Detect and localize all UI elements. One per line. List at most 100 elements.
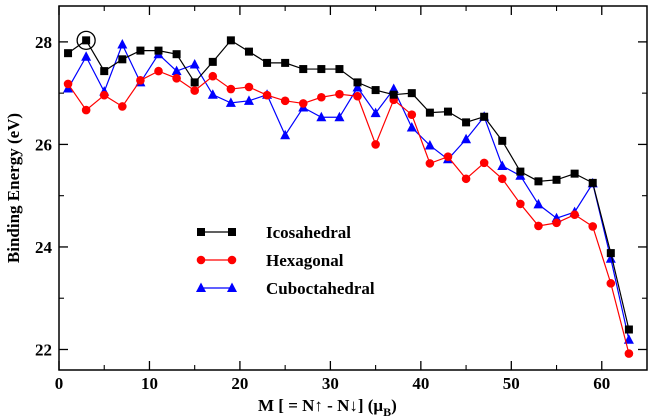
point-cuboctahedral-25 <box>280 129 291 140</box>
point-cuboctahedral-41 <box>424 139 435 150</box>
legend-marker-icosahedral-left <box>197 228 205 236</box>
point-icosahedral-47 <box>480 112 489 121</box>
point-cuboctahedral-63 <box>623 334 634 344</box>
point-hexagonal-19 <box>226 84 236 94</box>
point-icosahedral-53 <box>534 177 543 186</box>
point-hexagonal-17 <box>208 71 218 81</box>
point-hexagonal-29 <box>317 92 326 102</box>
point-icosahedral-43 <box>443 107 452 116</box>
point-icosahedral-31 <box>335 65 344 74</box>
point-icosahedral-39 <box>407 89 416 98</box>
point-icosahedral-13 <box>172 50 181 59</box>
y-tick-label-28: 28 <box>35 33 52 52</box>
point-cuboctahedral-39 <box>406 122 417 132</box>
point-icosahedral-41 <box>425 108 434 117</box>
point-hexagonal-57 <box>570 210 579 219</box>
point-icosahedral-63 <box>624 325 633 334</box>
point-hexagonal-15 <box>190 86 199 95</box>
legend-label-hexagonal: Hexagonal <box>266 251 344 270</box>
point-icosahedral-45 <box>462 118 471 127</box>
x-tick-label-40: 40 <box>412 374 429 393</box>
point-icosahedral-29 <box>317 65 326 74</box>
point-icosahedral-51 <box>516 167 525 176</box>
point-hexagonal-21 <box>244 82 254 92</box>
point-hexagonal-47 <box>479 158 489 168</box>
point-hexagonal-9 <box>136 76 145 85</box>
point-hexagonal-33 <box>353 91 362 101</box>
point-cuboctahedral-21 <box>243 95 254 105</box>
legend-marker-icosahedral-right <box>228 228 236 236</box>
x-axis-label-main: M [ = N↑ - N↓] (μ <box>258 396 383 415</box>
point-hexagonal-35 <box>371 140 380 149</box>
legend-marker-hexagonal-right <box>227 255 237 265</box>
point-icosahedral-15 <box>190 78 199 87</box>
series-cuboctahedral <box>63 38 634 344</box>
point-hexagonal-41 <box>425 159 435 168</box>
point-icosahedral-25 <box>281 58 290 67</box>
series-icosahedral <box>64 36 633 334</box>
x-tick-label-30: 30 <box>322 374 339 393</box>
point-hexagonal-53 <box>534 221 543 231</box>
point-hexagonal-25 <box>280 96 290 106</box>
point-icosahedral-1 <box>64 49 73 58</box>
point-icosahedral-61 <box>606 249 615 258</box>
point-icosahedral-57 <box>570 169 579 178</box>
legend-marker-cuboctahedral-left <box>196 282 206 292</box>
point-hexagonal-27 <box>298 99 308 108</box>
point-icosahedral-33 <box>353 78 362 87</box>
point-hexagonal-45 <box>461 174 471 184</box>
point-icosahedral-17 <box>208 57 217 66</box>
x-tick-label-50: 50 <box>503 374 520 393</box>
highlight-circle <box>76 30 96 50</box>
legend-marker-hexagonal-left <box>196 255 206 265</box>
series-line-hexagonal <box>67 70 630 354</box>
y-tick-label-26: 26 <box>35 135 52 154</box>
axis-ticks: 0 10 20 30 40 50 60 22 24 26 28 <box>35 6 647 393</box>
point-hexagonal-31 <box>335 89 344 99</box>
point-icosahedral-5 <box>100 67 109 76</box>
point-cuboctahedral-31 <box>334 111 345 122</box>
point-cuboctahedral-35 <box>370 107 381 118</box>
point-icosahedral-7 <box>118 55 127 64</box>
legend-label-icosahedral: Icosahedral <box>266 223 351 242</box>
point-cuboctahedral-49 <box>497 160 508 170</box>
point-icosahedral-37 <box>389 90 398 99</box>
point-cuboctahedral-7 <box>117 38 128 49</box>
point-hexagonal-3 <box>81 105 91 115</box>
point-icosahedral-3 <box>82 36 91 45</box>
point-icosahedral-19 <box>226 36 235 45</box>
point-cuboctahedral-61 <box>605 253 616 263</box>
x-axis-label: M [ = N↑ - N↓] (μB) <box>258 396 397 419</box>
y-tick-label-22: 22 <box>35 340 52 359</box>
point-cuboctahedral-13 <box>171 65 182 76</box>
point-icosahedral-23 <box>263 58 272 67</box>
x-tick-label-0: 0 <box>55 374 64 393</box>
point-hexagonal-7 <box>118 102 127 111</box>
point-hexagonal-11 <box>154 66 163 76</box>
point-icosahedral-59 <box>588 178 597 187</box>
x-tick-label-60: 60 <box>593 374 610 393</box>
point-cuboctahedral-33 <box>352 82 363 92</box>
point-hexagonal-63 <box>624 349 634 358</box>
point-hexagonal-13 <box>172 73 181 83</box>
point-hexagonal-1 <box>63 79 73 89</box>
point-cuboctahedral-45 <box>461 133 472 144</box>
y-axis-label: Binding Energy (eV) <box>4 113 23 263</box>
y-tick-label-24: 24 <box>35 238 53 257</box>
series-hexagonal <box>63 66 634 358</box>
point-hexagonal-23 <box>262 90 272 100</box>
point-cuboctahedral-53 <box>533 198 544 209</box>
point-icosahedral-27 <box>299 65 308 74</box>
x-tick-label-20: 20 <box>231 374 248 393</box>
point-hexagonal-51 <box>516 199 525 209</box>
point-hexagonal-43 <box>443 152 453 162</box>
point-cuboctahedral-37 <box>388 83 399 94</box>
point-hexagonal-59 <box>588 222 598 231</box>
point-hexagonal-5 <box>99 90 109 100</box>
legend: Icosahedral Hexagonal Cuboctahedral <box>196 223 375 298</box>
point-cuboctahedral-17 <box>207 89 218 99</box>
x-tick-label-10: 10 <box>141 374 158 393</box>
point-cuboctahedral-15 <box>189 58 200 69</box>
point-icosahedral-21 <box>244 47 253 56</box>
